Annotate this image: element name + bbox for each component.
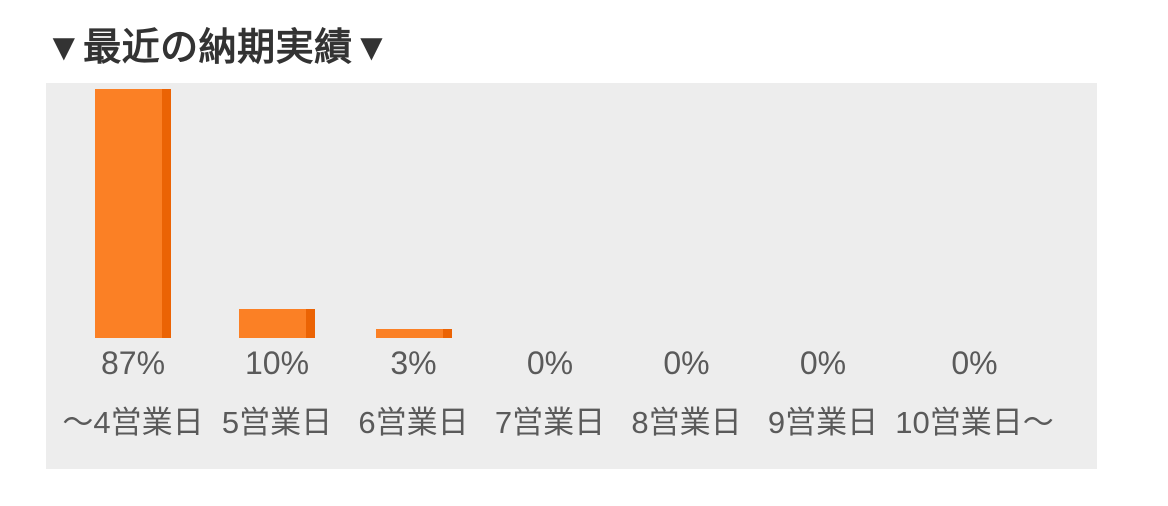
- bar-area: [375, 83, 452, 338]
- bar-area: [937, 83, 1013, 338]
- chart-column: 0% 8営業日: [619, 83, 754, 469]
- category-label: 7営業日: [494, 405, 606, 440]
- category-label: 10営業日〜: [895, 405, 1054, 440]
- chart-columns: 87% 〜4営業日 10% 5営業日 3% 6営業日 0% 7営業日 0% 8営…: [58, 83, 1057, 469]
- category-label: 〜4営業日: [62, 405, 204, 440]
- chart-title: ▼最近の納期実績▼: [45, 27, 391, 69]
- bar-value-label: 3%: [390, 345, 437, 381]
- bar-area: [649, 83, 725, 338]
- chart-column: 3% 6営業日: [346, 83, 481, 469]
- bar-value-label: 10%: [244, 345, 310, 381]
- chart-panel: 87% 〜4営業日 10% 5営業日 3% 6営業日 0% 7営業日 0% 8営…: [46, 83, 1097, 469]
- category-label: 8営業日: [631, 405, 742, 440]
- bar-area: [95, 83, 171, 338]
- chart-column: 0% 10営業日〜: [892, 83, 1057, 469]
- bar-area: [785, 83, 861, 338]
- bar-value-label: 0%: [951, 345, 998, 381]
- category-label: 5営業日: [221, 405, 333, 440]
- bar-value-label: 0%: [799, 345, 847, 381]
- bar-value-label: 0%: [526, 345, 574, 381]
- chart-column: 0% 9営業日: [756, 83, 891, 469]
- chart-column: 87% 〜4営業日: [58, 83, 208, 469]
- category-label: 9営業日: [767, 405, 879, 440]
- chart-column: 10% 5営業日: [210, 83, 345, 469]
- chart-column: 0% 7営業日: [483, 83, 618, 469]
- category-label: 6営業日: [358, 405, 469, 440]
- bar-area: [239, 83, 315, 338]
- bar: [239, 309, 315, 338]
- bar-area: [512, 83, 588, 338]
- bar: [375, 329, 452, 338]
- bar: [95, 89, 171, 338]
- bar-value-label: 87%: [100, 345, 166, 381]
- bar-value-label: 0%: [663, 345, 710, 381]
